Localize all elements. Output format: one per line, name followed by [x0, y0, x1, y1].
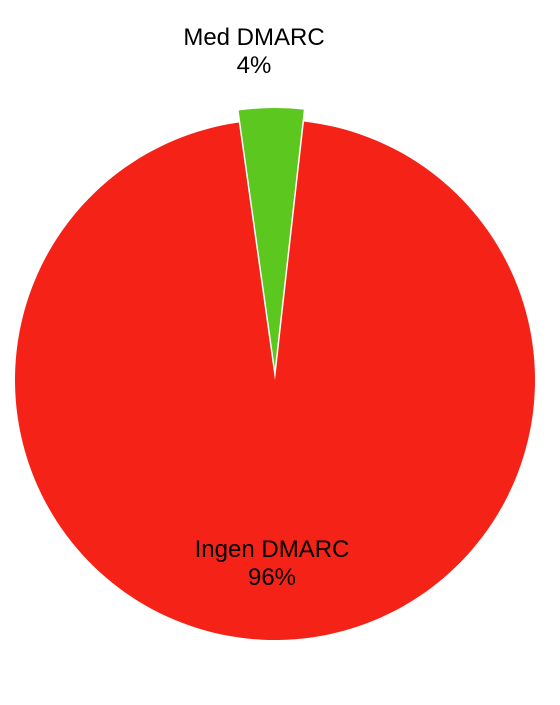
slice-label-ingen-dmarc: Ingen DMARC 96%	[195, 536, 350, 592]
slice-value: 4%	[183, 52, 324, 80]
slice-label-med-dmarc: Med DMARC 4%	[183, 24, 324, 80]
pie-chart-svg	[0, 0, 560, 700]
slice-value: 96%	[195, 564, 350, 592]
pie-chart: Med DMARC 4% Ingen DMARC 96%	[0, 0, 560, 700]
slice-name: Med DMARC	[183, 24, 324, 52]
slice-name: Ingen DMARC	[195, 536, 350, 564]
